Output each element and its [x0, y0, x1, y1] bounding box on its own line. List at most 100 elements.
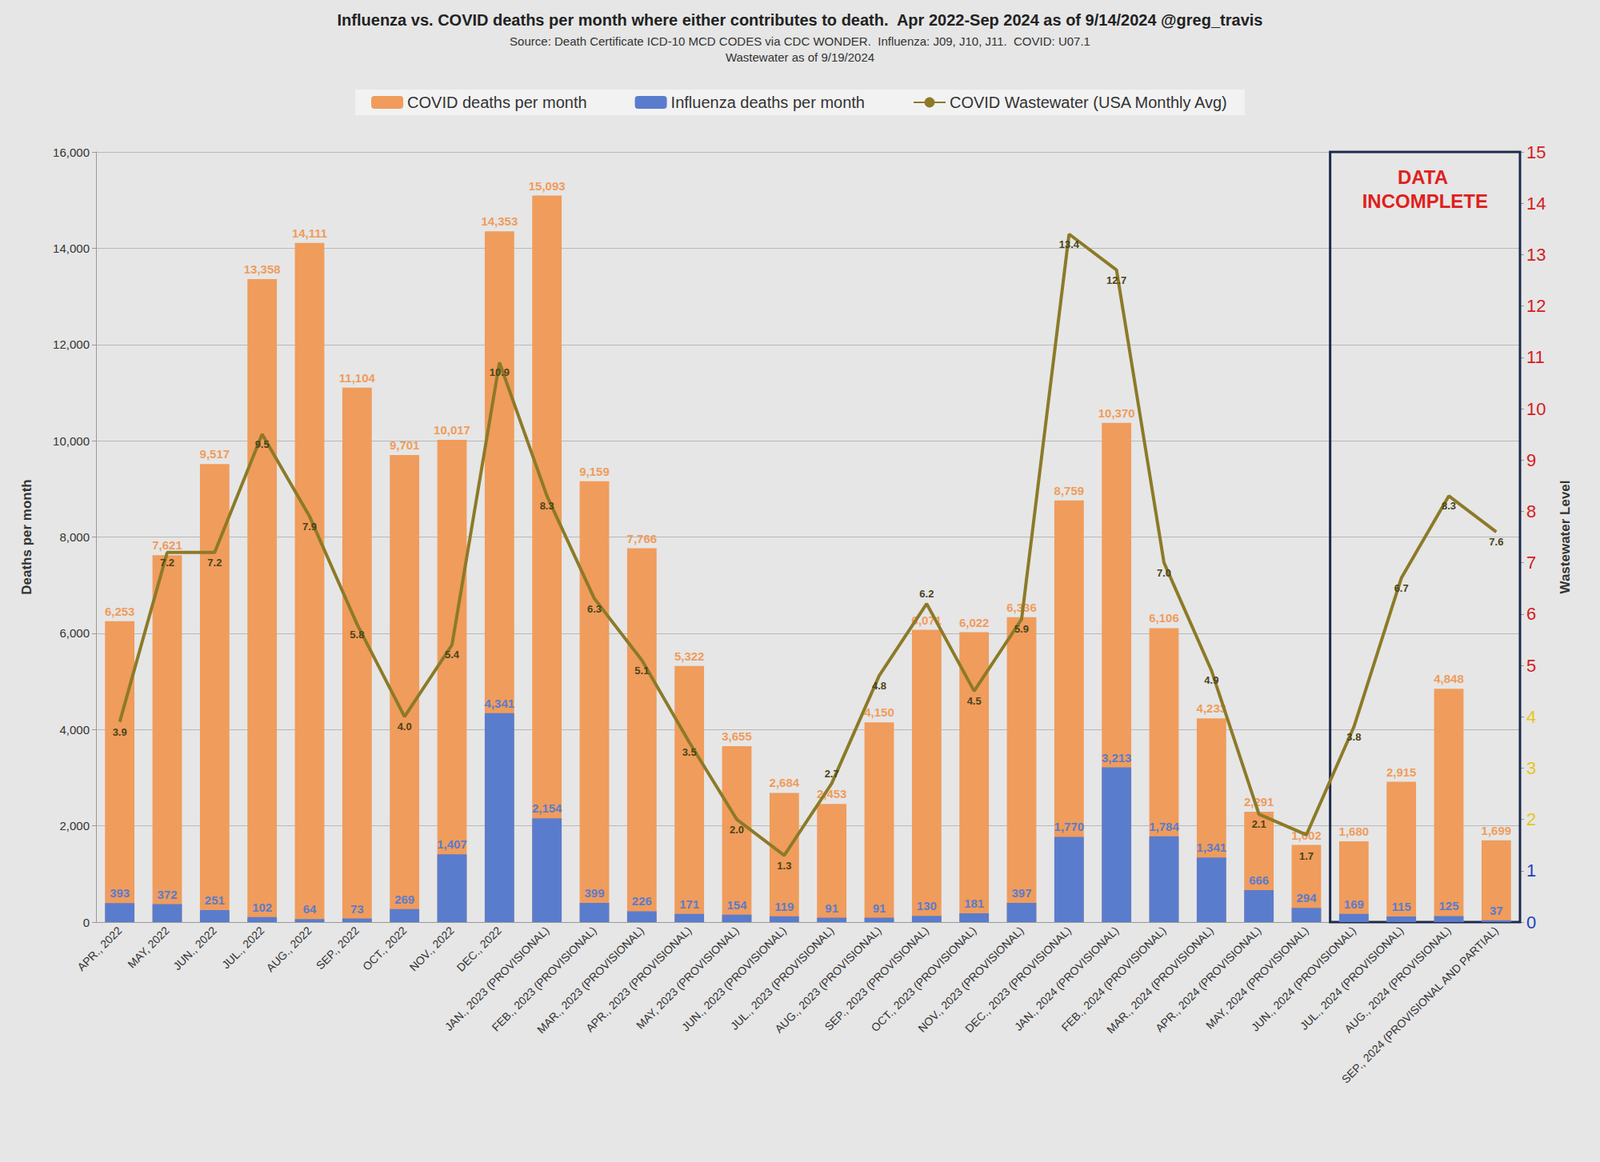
svg-text:1: 1 — [1526, 860, 1536, 881]
svg-text:666: 666 — [1248, 873, 1269, 888]
svg-text:Wastewater as of 9/19/2024: Wastewater as of 9/19/2024 — [725, 50, 875, 64]
svg-text:8.3: 8.3 — [1441, 500, 1456, 512]
svg-text:64: 64 — [303, 902, 317, 916]
svg-text:7.2: 7.2 — [160, 556, 175, 569]
svg-text:4: 4 — [1526, 707, 1536, 728]
svg-text:Influenza deaths per month: Influenza deaths per month — [671, 93, 865, 112]
svg-text:4,341: 4,341 — [484, 696, 516, 711]
svg-text:10,017: 10,017 — [433, 423, 471, 437]
svg-text:7: 7 — [1526, 552, 1536, 573]
svg-text:6,000: 6,000 — [59, 626, 90, 640]
svg-text:MAY, 2022: MAY, 2022 — [124, 924, 172, 971]
svg-text:2,684: 2,684 — [769, 776, 800, 790]
svg-text:9,517: 9,517 — [200, 447, 231, 461]
svg-text:12,000: 12,000 — [52, 337, 90, 352]
svg-text:2: 2 — [1526, 809, 1536, 830]
svg-text:171: 171 — [679, 897, 700, 912]
svg-text:13: 13 — [1526, 244, 1546, 265]
svg-text:8: 8 — [1526, 501, 1536, 522]
svg-text:4.0: 4.0 — [397, 720, 412, 733]
svg-text:15,093: 15,093 — [528, 179, 566, 193]
svg-text:8,759: 8,759 — [1054, 484, 1085, 498]
svg-text:7.0: 7.0 — [1156, 567, 1172, 580]
svg-text:INCOMPLETE: INCOMPLETE — [1362, 190, 1488, 212]
svg-text:10.9: 10.9 — [489, 366, 510, 379]
svg-text:3.5: 3.5 — [682, 746, 697, 759]
svg-text:1,407: 1,407 — [436, 837, 468, 852]
svg-text:6,022: 6,022 — [959, 616, 990, 630]
svg-text:5,322: 5,322 — [674, 649, 705, 664]
svg-text:NOV., 2022: NOV., 2022 — [407, 924, 457, 974]
svg-text:2,915: 2,915 — [1386, 765, 1417, 780]
svg-text:7.6: 7.6 — [1488, 536, 1504, 548]
svg-text:372: 372 — [156, 888, 177, 902]
svg-text:102: 102 — [252, 900, 272, 915]
svg-text:115: 115 — [1392, 900, 1412, 914]
svg-text:8,000: 8,000 — [59, 530, 90, 544]
svg-text:6.3: 6.3 — [587, 603, 602, 616]
svg-text:SEP., 2022: SEP., 2022 — [313, 924, 362, 972]
svg-text:251: 251 — [204, 893, 225, 908]
svg-text:3,213: 3,213 — [1101, 751, 1132, 765]
svg-text:7,766: 7,766 — [627, 532, 658, 546]
svg-text:2.7: 2.7 — [824, 768, 840, 780]
svg-text:4.9: 4.9 — [1204, 674, 1219, 687]
svg-text:OCT., 2022: OCT., 2022 — [360, 924, 409, 973]
svg-text:91: 91 — [824, 901, 839, 916]
svg-text:154: 154 — [726, 898, 748, 912]
svg-text:6.2: 6.2 — [919, 588, 934, 600]
svg-text:4,150: 4,150 — [864, 705, 895, 720]
svg-text:397: 397 — [1011, 886, 1032, 900]
svg-text:10: 10 — [1526, 399, 1546, 420]
svg-text:169: 169 — [1344, 897, 1364, 912]
svg-text:37: 37 — [1489, 904, 1504, 918]
svg-text:1,680: 1,680 — [1339, 824, 1370, 839]
svg-text:269: 269 — [394, 892, 415, 907]
svg-text:125: 125 — [1438, 899, 1459, 913]
svg-text:13.4: 13.4 — [1059, 238, 1080, 251]
svg-text:14: 14 — [1526, 193, 1546, 214]
svg-text:9,159: 9,159 — [579, 464, 610, 479]
svg-text:8.3: 8.3 — [540, 500, 555, 512]
svg-text:5.4: 5.4 — [444, 648, 460, 661]
svg-text:5.8: 5.8 — [349, 628, 364, 641]
svg-text:1.7: 1.7 — [1299, 850, 1314, 863]
svg-text:AUG., 2022: AUG., 2022 — [264, 924, 315, 975]
svg-text:15: 15 — [1526, 142, 1546, 163]
svg-text:2.0: 2.0 — [729, 824, 744, 836]
svg-text:2.1: 2.1 — [1252, 818, 1267, 831]
svg-text:399: 399 — [584, 886, 604, 900]
svg-text:3.8: 3.8 — [1346, 731, 1361, 744]
svg-text:4,000: 4,000 — [59, 723, 90, 737]
svg-text:APR., 2022: APR., 2022 — [74, 924, 124, 974]
svg-text:DEC., 2022: DEC., 2022 — [454, 924, 505, 975]
svg-text:2,154: 2,154 — [532, 801, 563, 816]
svg-text:6,253: 6,253 — [104, 604, 136, 619]
svg-text:73: 73 — [350, 902, 364, 916]
svg-text:4.5: 4.5 — [967, 695, 982, 708]
svg-text:5.9: 5.9 — [1014, 623, 1029, 636]
svg-text:226: 226 — [632, 894, 652, 908]
svg-text:11,104: 11,104 — [339, 371, 376, 385]
svg-text:Wastewater Level: Wastewater Level — [1557, 480, 1573, 594]
svg-text:DATA: DATA — [1397, 166, 1453, 188]
svg-text:294: 294 — [1296, 891, 1317, 905]
svg-text:5: 5 — [1526, 656, 1536, 676]
svg-text:11: 11 — [1526, 347, 1545, 368]
svg-text:7.9: 7.9 — [302, 520, 317, 533]
svg-text:14,000: 14,000 — [52, 241, 90, 256]
svg-text:10,000: 10,000 — [52, 434, 90, 448]
svg-text:13,358: 13,358 — [244, 262, 281, 276]
svg-text:Source: Death Certificate ICD-: Source: Death Certificate ICD-10 MCD COD… — [509, 34, 1091, 48]
svg-text:1,699: 1,699 — [1481, 824, 1512, 838]
svg-text:4,848: 4,848 — [1433, 672, 1464, 686]
svg-text:91: 91 — [872, 901, 887, 916]
svg-text:7.2: 7.2 — [207, 556, 222, 569]
svg-text:1.3: 1.3 — [776, 860, 792, 872]
svg-text:6.7: 6.7 — [1394, 582, 1409, 595]
svg-text:3.9: 3.9 — [112, 726, 128, 739]
svg-text:0: 0 — [1526, 912, 1536, 933]
svg-text:5.1: 5.1 — [634, 664, 649, 677]
svg-text:1,341: 1,341 — [1196, 840, 1228, 855]
svg-text:JUN., 2022: JUN., 2022 — [170, 924, 220, 973]
